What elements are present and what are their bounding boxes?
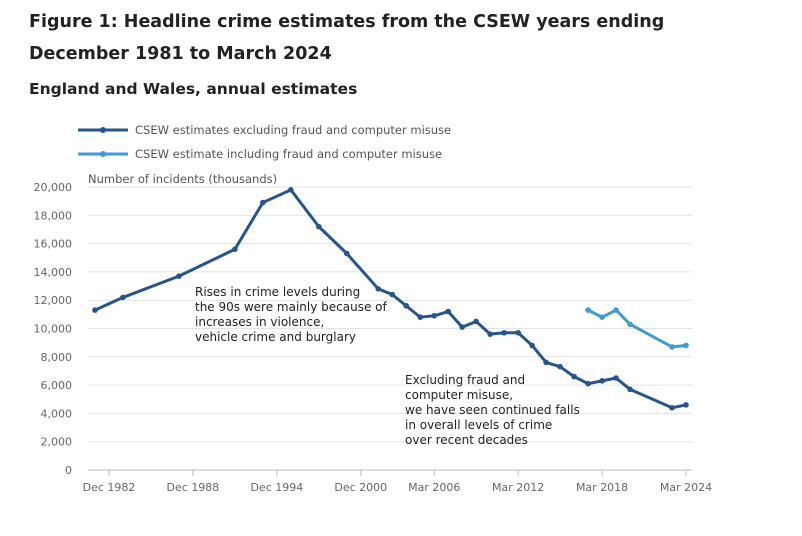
data-point (669, 404, 675, 411)
annotation-line: Rises in crime levels during (195, 285, 360, 299)
legend-marker (100, 151, 106, 157)
y-tick-label: 4,000 (41, 407, 73, 420)
data-point (571, 373, 577, 380)
legend-marker (100, 127, 106, 133)
data-point (417, 314, 424, 320)
x-tick-label: Dec 2000 (334, 481, 387, 494)
legend-label: CSEW estimate including fraud and comput… (135, 147, 442, 161)
y-tick-label: 6,000 (41, 379, 73, 392)
data-point (343, 250, 350, 257)
x-tick-label: Mar 2018 (576, 481, 628, 494)
legend-label: CSEW estimates excluding fraud and compu… (135, 123, 451, 137)
x-tick-label: Dec 1988 (167, 481, 220, 494)
data-point (403, 303, 410, 309)
y-tick-label: 18,000 (34, 209, 73, 222)
data-point (585, 307, 591, 313)
data-point (627, 386, 633, 393)
data-point (176, 273, 182, 279)
annotation-line: we have seen continued falls (405, 403, 580, 417)
y-axis-label: Number of incidents (thousands) (88, 172, 277, 186)
annotation-line: computer misuse, (405, 388, 513, 402)
data-point (316, 223, 322, 230)
data-point (92, 307, 98, 313)
y-tick-label: 12,000 (34, 294, 73, 307)
data-point (585, 380, 591, 387)
annotation-line: in overall levels of crime (405, 418, 552, 432)
data-point (232, 246, 238, 253)
data-point (515, 329, 521, 336)
x-tick-label: Dec 1994 (250, 481, 303, 494)
data-point (669, 344, 675, 350)
x-tick-label: Mar 2024 (660, 481, 712, 494)
y-tick-label: 0 (65, 464, 72, 477)
data-point (389, 291, 396, 298)
data-point (501, 329, 507, 336)
data-point (459, 324, 465, 330)
annotation-line: Excluding fraud and (405, 373, 525, 387)
y-tick-label: 10,000 (34, 323, 73, 336)
x-tick-label: Mar 2012 (492, 481, 544, 494)
data-point (473, 318, 479, 325)
x-tick-label: Mar 2006 (408, 481, 460, 494)
chart-title: Figure 1: Headline crime estimates from … (29, 12, 665, 64)
data-point (599, 378, 605, 384)
y-tick-label: 14,000 (34, 266, 73, 279)
series-line (94, 188, 687, 410)
y-tick-label: 16,000 (34, 238, 73, 251)
x-tick-label: Dec 1982 (83, 481, 136, 494)
data-point (627, 321, 633, 328)
data-point (613, 375, 619, 381)
data-point (683, 342, 689, 349)
data-point (431, 312, 438, 319)
annotation-line: over recent decades (405, 433, 528, 447)
data-point (529, 342, 535, 349)
annotation-line: vehicle crime and burglary (195, 330, 356, 344)
data-point (599, 314, 605, 320)
data-point (487, 331, 493, 337)
y-tick-label: 20,000 (34, 181, 73, 194)
annotation-line: the 90s were mainly because of (195, 300, 387, 314)
data-point (557, 363, 563, 370)
data-point (445, 308, 452, 315)
data-point (288, 187, 294, 193)
chart-subtitle: England and Wales, annual estimates (29, 80, 358, 98)
y-tick-label: 8,000 (41, 351, 73, 364)
data-point (543, 359, 549, 366)
data-point (613, 307, 619, 313)
data-point (375, 286, 382, 292)
data-point (683, 402, 689, 408)
data-point (260, 199, 266, 206)
annotation-line: increases in violence, (195, 315, 324, 329)
y-tick-label: 2,000 (41, 436, 73, 449)
data-point (120, 294, 126, 301)
